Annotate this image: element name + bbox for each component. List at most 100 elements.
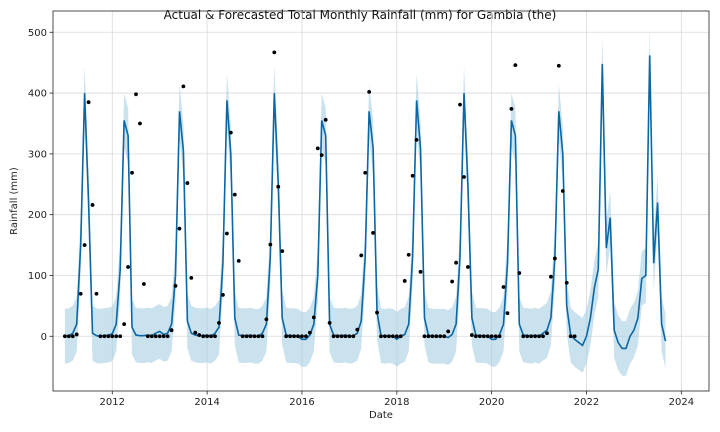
- actual-point: [469, 333, 474, 337]
- actual-point: [327, 321, 332, 325]
- actual-point: [118, 334, 123, 339]
- actual-point: [434, 334, 439, 339]
- uncertainty-band: [64, 28, 666, 376]
- actual-point: [493, 334, 498, 339]
- x-tick-label: 2018: [384, 397, 409, 408]
- actual-point: [552, 256, 557, 261]
- actual-point: [300, 334, 304, 339]
- actual-point: [454, 260, 458, 265]
- actual-point: [363, 170, 368, 175]
- actual-point: [438, 334, 443, 339]
- forecast-line: [64, 55, 667, 350]
- actual-point: [513, 63, 518, 68]
- actual-point: [307, 330, 312, 335]
- actual-point: [252, 334, 257, 339]
- actual-point: [126, 265, 130, 269]
- actual-point: [430, 334, 435, 339]
- actual-point: [477, 334, 482, 339]
- actual-point: [209, 334, 213, 339]
- actual-point: [276, 184, 281, 189]
- actual-point: [509, 106, 514, 111]
- actual-point: [304, 334, 308, 339]
- actual-point: [556, 63, 561, 68]
- actual-point: [130, 170, 134, 175]
- actual-point: [418, 269, 423, 274]
- actual-point: [157, 334, 162, 339]
- actual-point: [533, 334, 538, 339]
- actual-point: [442, 334, 447, 339]
- actual-point: [205, 334, 210, 339]
- actual-point: [525, 334, 530, 339]
- actual-point: [169, 328, 174, 333]
- actual-point: [331, 334, 336, 339]
- actual-point: [489, 334, 494, 339]
- actual-point: [462, 175, 466, 179]
- actual-point: [181, 84, 186, 89]
- actual-point: [149, 334, 154, 339]
- actual-point: [78, 291, 83, 296]
- actual-point: [268, 242, 273, 247]
- actual-point: [177, 226, 182, 231]
- actual-point: [201, 334, 206, 339]
- actual-point: [153, 334, 158, 339]
- actual-point: [296, 334, 300, 339]
- actual-point: [537, 334, 541, 339]
- x-tick-label: 2016: [289, 397, 314, 408]
- actual-point: [221, 293, 225, 297]
- actual-point: [134, 92, 138, 97]
- actual-point: [335, 334, 340, 339]
- actual-point: [110, 334, 115, 339]
- actual-point: [541, 334, 545, 339]
- actual-point: [410, 173, 415, 178]
- actual-point: [560, 189, 565, 193]
- actual-point: [62, 334, 67, 339]
- actual-point: [189, 276, 194, 280]
- actual-point: [383, 334, 387, 339]
- x-tick-label: 2020: [479, 397, 504, 408]
- actual-point: [568, 334, 573, 339]
- chart-title: Actual & Forecasted Total Monthly Rainfa…: [164, 8, 557, 22]
- actual-point: [315, 146, 320, 151]
- actual-point: [323, 117, 328, 122]
- actual-point: [244, 334, 249, 339]
- actual-point: [264, 317, 269, 322]
- actual-point: [375, 310, 379, 315]
- actual-point: [106, 334, 111, 339]
- actual-point: [288, 334, 293, 339]
- actual-point: [193, 330, 198, 335]
- actual-point: [280, 249, 285, 254]
- actual-point: [501, 285, 506, 289]
- actual-point: [228, 130, 233, 135]
- actual-point: [414, 137, 419, 142]
- actual-point: [450, 279, 455, 284]
- x-tick-label: 2012: [100, 397, 125, 408]
- actual-point: [248, 334, 253, 339]
- actual-point: [70, 334, 75, 339]
- actual-point: [549, 274, 553, 279]
- actual-point: [94, 291, 99, 296]
- actual-point: [319, 153, 324, 157]
- actual-point: [82, 243, 87, 247]
- actual-point: [497, 334, 502, 339]
- actual-point: [343, 334, 348, 339]
- x-tick-label: 2024: [669, 397, 694, 408]
- actual-point: [387, 334, 391, 339]
- plot-frame: [52, 10, 710, 392]
- x-axis-label: Date: [369, 410, 393, 421]
- actual-point: [545, 331, 549, 336]
- actual-point: [213, 334, 217, 339]
- actual-point: [473, 334, 478, 339]
- actual-point: [398, 334, 403, 339]
- y-tick-label: 200: [28, 210, 47, 221]
- actual-point: [114, 334, 119, 339]
- actual-point: [272, 50, 277, 55]
- actual-point: [260, 334, 265, 339]
- x-tick-label: 2022: [574, 397, 599, 408]
- actual-point: [161, 334, 166, 339]
- actual-point: [446, 329, 451, 334]
- actual-point: [505, 311, 510, 316]
- y-tick-label: 500: [28, 28, 47, 39]
- actual-point: [406, 252, 411, 257]
- actual-point: [102, 334, 107, 339]
- actual-point: [90, 203, 95, 207]
